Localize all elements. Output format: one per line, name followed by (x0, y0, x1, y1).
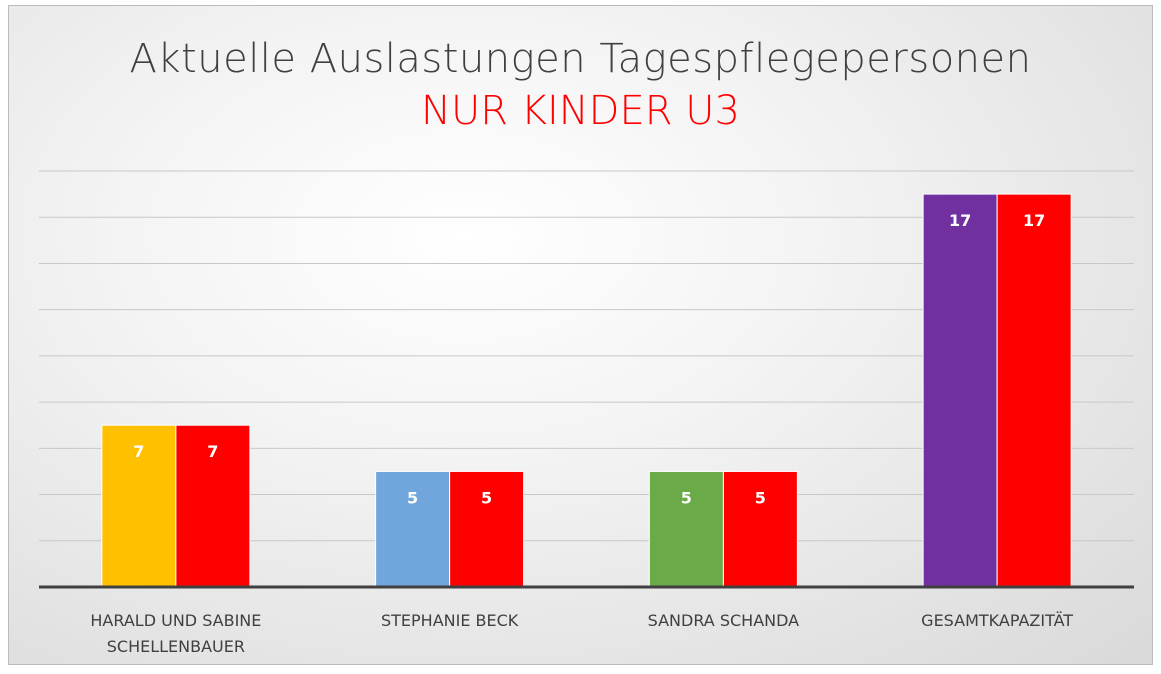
x-tick-label: STEPHANIE BECK (380, 611, 519, 630)
x-tick-label: SANDRA SCHANDA (647, 611, 800, 630)
bar (449, 470, 525, 588)
bar (922, 193, 998, 588)
bar (101, 424, 177, 588)
bar (996, 193, 1072, 588)
data-label: 17 (1023, 211, 1045, 230)
chart: Aktuelle Auslastungen Tagespflegepersone… (8, 5, 1153, 665)
chart-title: Aktuelle Auslastungen Tagespflegepersone… (129, 36, 1032, 82)
data-label: 7 (133, 442, 144, 461)
bar (648, 470, 724, 588)
chart-subtitle: NUR KINDER U3 (421, 88, 740, 134)
x-tick-label: GESAMTKAPAZITÄT (921, 611, 1074, 630)
data-label: 5 (681, 488, 692, 507)
data-label: 5 (407, 488, 418, 507)
data-label: 5 (481, 488, 492, 507)
x-tick-label: HARALD UND SABINE SCHELLENBAUER (90, 611, 262, 656)
data-label: 7 (207, 442, 218, 461)
plot: 7 7 5 5 5 5 17 17 (39, 170, 1134, 589)
data-label: 5 (755, 488, 766, 507)
bar (722, 470, 798, 588)
data-label: 17 (949, 211, 971, 230)
